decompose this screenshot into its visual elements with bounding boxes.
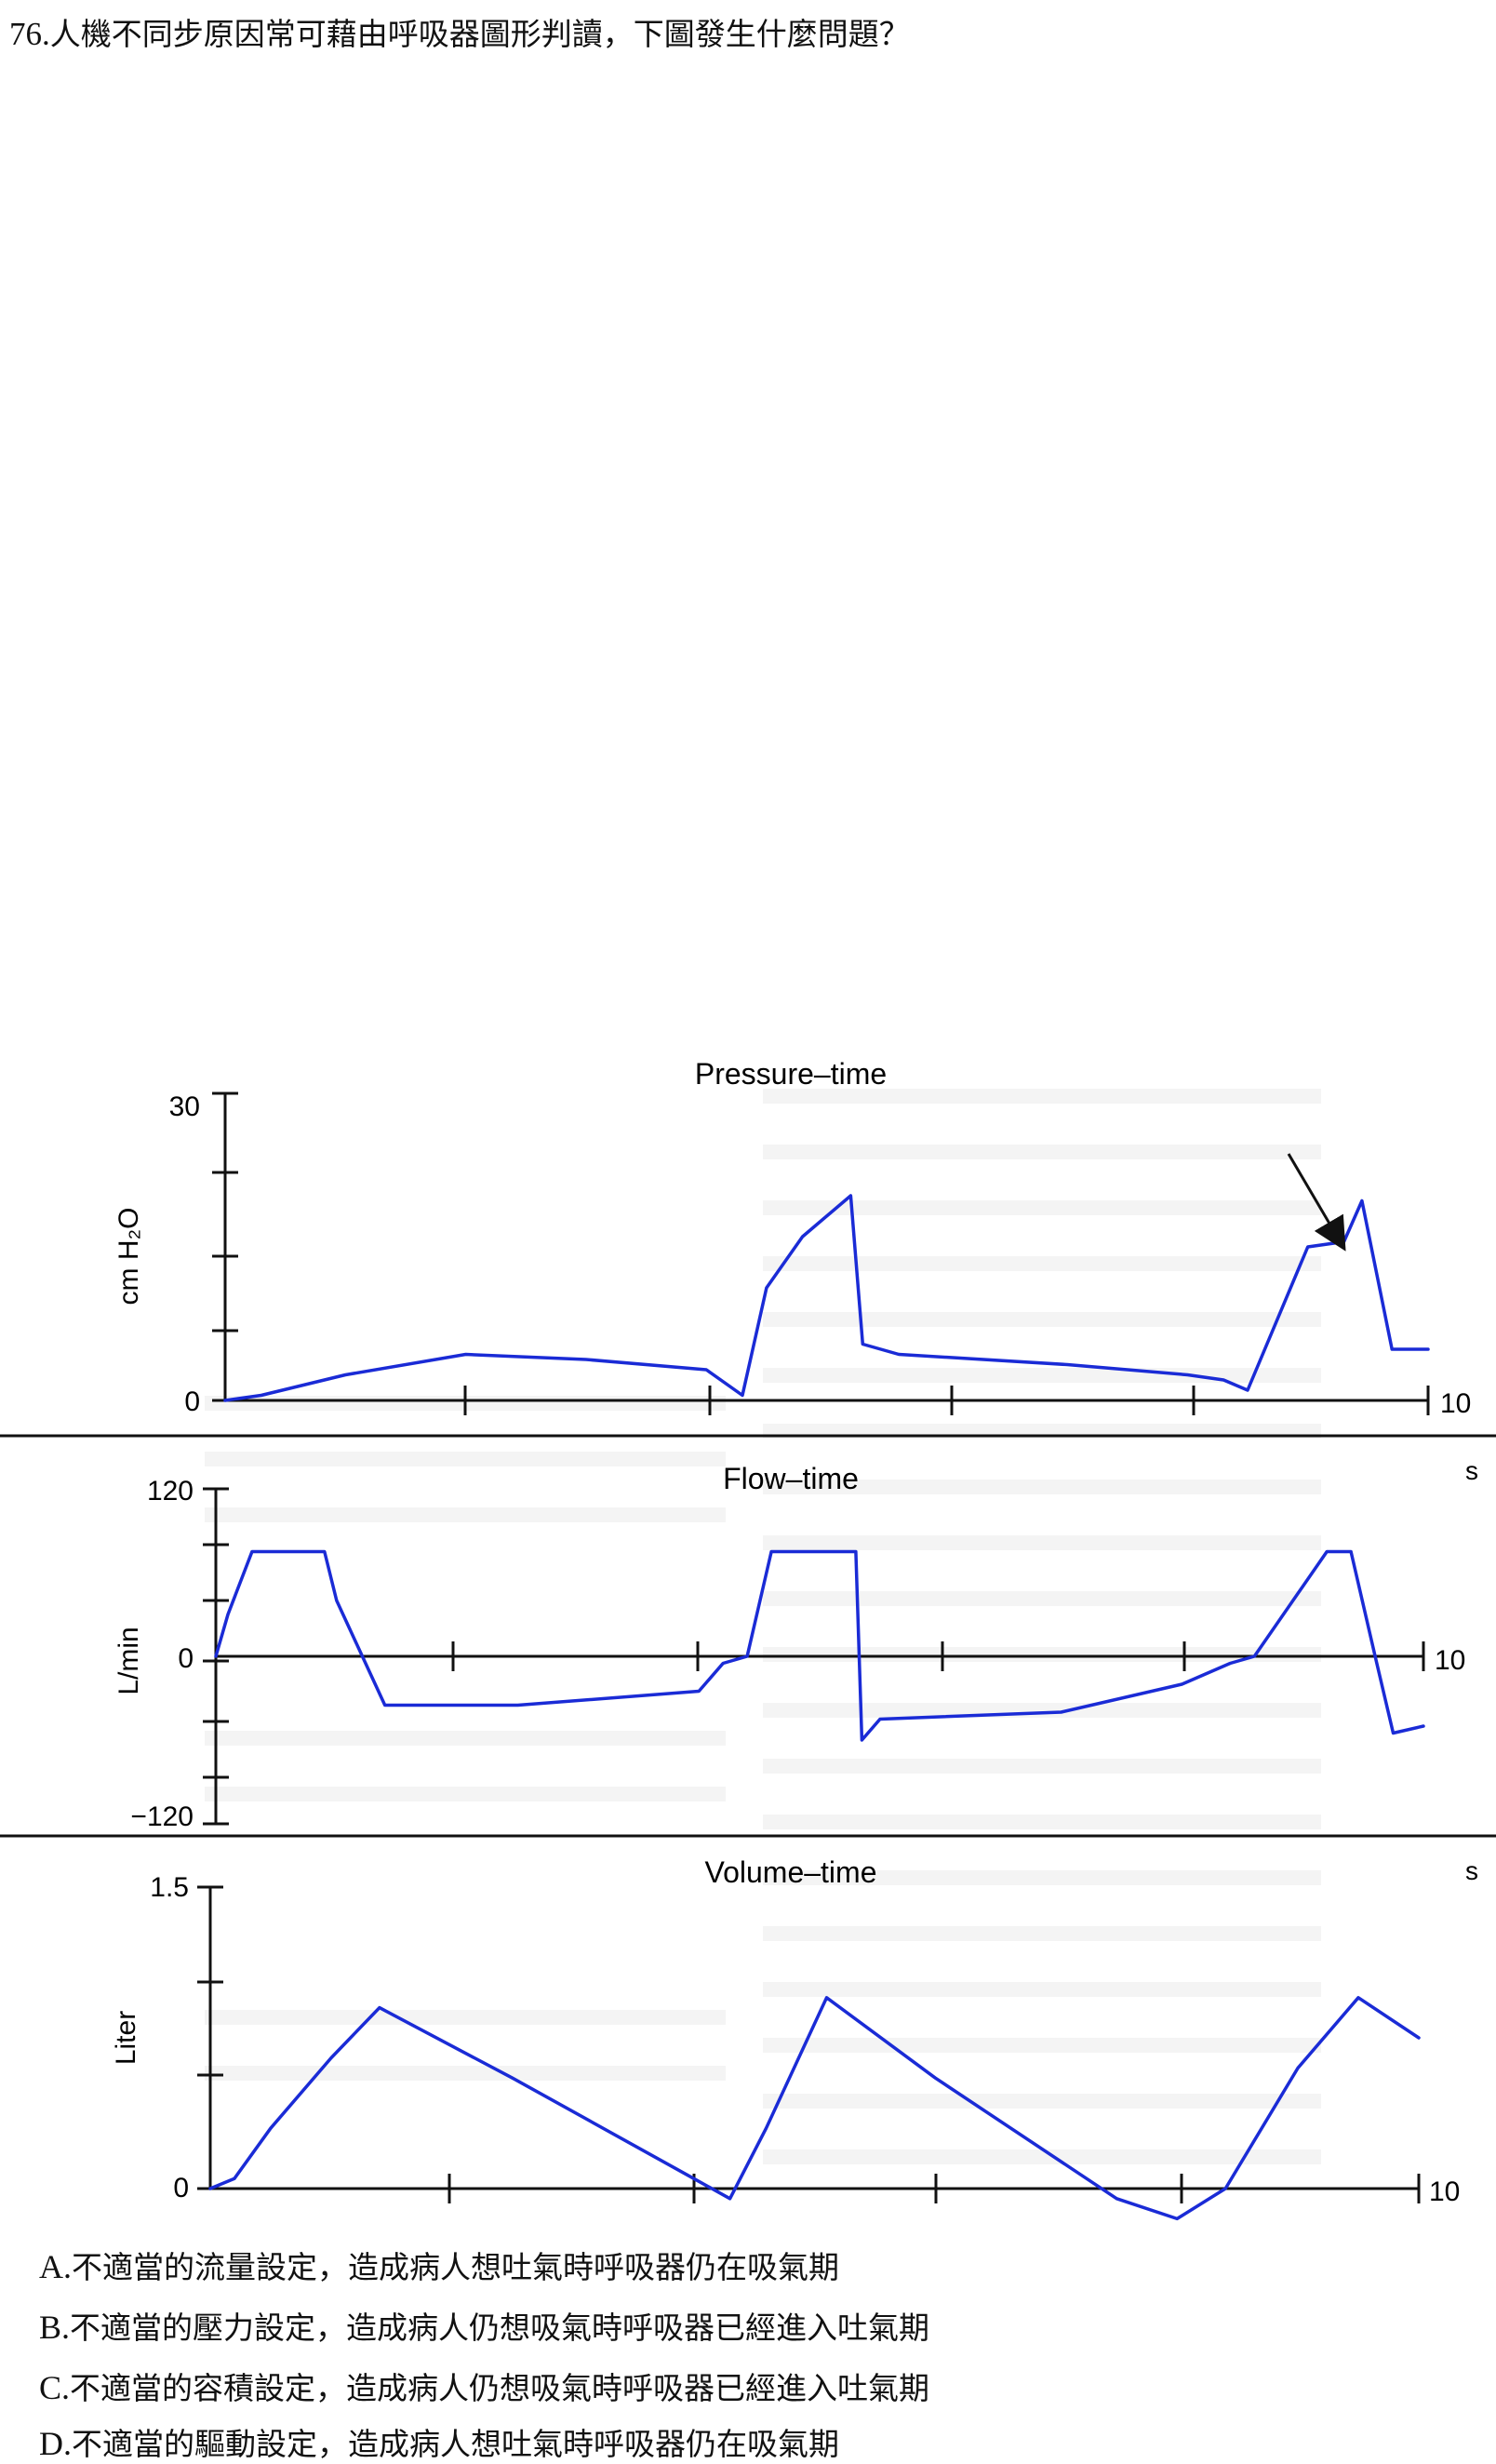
option-b-text: 不適當的壓力設定，造成病人仍想吸氣時呼吸器已經進入吐氣期 — [70, 2310, 930, 2346]
scan-ghost-line — [763, 1368, 1321, 1383]
scan-ghost-line — [763, 1815, 1321, 1829]
pressure-xend: 10 — [1440, 1388, 1471, 1419]
scan-ghost-line — [205, 2066, 726, 2081]
flow-title: Flow–time — [723, 1462, 859, 1495]
option-a[interactable]: A.不適當的流量設定，造成病人想吐氣時呼吸器仍在吸氣期 — [39, 2243, 839, 2287]
volume-ytick-top: 1.5 — [150, 1872, 189, 1903]
scan-ghost-line — [763, 1480, 1321, 1494]
trace-layer — [208, 1194, 1430, 2221]
question-text: 人機不同步原因常可藉由呼吸器圖形判讀，下圖發生什麼問題？ — [49, 16, 910, 52]
ventilator-waveform-figure: Pressure–time s 30 0 10 cm H₂O Flow–time… — [0, 1057, 1496, 2221]
scan-ghost-line — [763, 1089, 1321, 1104]
scan-ghost-line — [763, 1200, 1321, 1215]
scan-ghost-line — [763, 1870, 1321, 1885]
scan-ghost-line — [763, 1145, 1321, 1159]
pressure-panel: Pressure–time s 30 0 10 cm H₂O — [0, 1057, 1496, 1485]
pressure-title: Pressure–time — [695, 1057, 887, 1091]
option-d-text: 不適當的驅動設定，造成病人想吐氣時呼吸器仍在吸氣期 — [72, 2426, 839, 2462]
option-b[interactable]: B.不適當的壓力設定，造成病人仍想吸氣時呼吸器已經進入吐氣期 — [39, 2303, 929, 2348]
option-d-letter: D. — [39, 2425, 72, 2462]
option-a-text: 不適當的流量設定，造成病人想吐氣時呼吸器仍在吸氣期 — [72, 2249, 839, 2285]
scan-ghost-line — [205, 2010, 726, 2025]
volume-panel: Volume–time 1.5 0 10 Liter — [111, 1855, 1460, 2207]
volume-title: Volume–time — [705, 1855, 877, 1889]
option-d[interactable]: D.不適當的驅動設定，造成病人想吐氣時呼吸器仍在吸氣期 — [39, 2419, 839, 2464]
flow-panel: Flow–time s 120 0 −120 10 L/min — [0, 1462, 1496, 1885]
scan-ghost-line — [763, 1703, 1321, 1718]
flow-unit: s — [1465, 1856, 1478, 1885]
option-c[interactable]: C.不適當的容積設定，造成病人仍想吸氣時呼吸器已經進入吐氣期 — [39, 2364, 929, 2408]
scan-ghost-line — [205, 1452, 726, 1466]
scan-ghost-line — [763, 1647, 1321, 1662]
option-c-letter: C. — [39, 2369, 71, 2406]
annotation-arrow — [1287, 1153, 1346, 1252]
scan-ghost-line — [763, 1591, 1321, 1606]
scan-ghost-line — [763, 1256, 1321, 1271]
flow-ytick-zero: 0 — [178, 1643, 194, 1674]
scan-ghost-line — [763, 2149, 1321, 2164]
question: 76.人機不同步原因常可藉由呼吸器圖形判讀，下圖發生什麼問題？ — [9, 9, 910, 54]
question-number: 76. — [9, 16, 50, 52]
scan-ghost-line — [763, 1759, 1321, 1774]
option-b-letter: B. — [39, 2309, 71, 2346]
volume-trace — [208, 1996, 1421, 2221]
pressure-trace — [223, 1194, 1430, 1402]
volume-xend: 10 — [1429, 2176, 1460, 2207]
scan-ghost-line — [763, 1312, 1321, 1327]
scan-ghost-line — [763, 1535, 1321, 1550]
flow-ylabel: L/min — [114, 1627, 144, 1694]
option-a-letter: A. — [39, 2248, 72, 2285]
axes-layer — [197, 1091, 1430, 2203]
pressure-ytick-top: 30 — [169, 1091, 200, 1122]
scan-ghost-line — [205, 1787, 726, 1801]
scan-ghost-line — [205, 1507, 726, 1522]
pressure-unit: s — [1465, 1456, 1478, 1485]
flow-trace — [214, 1549, 1425, 1742]
volume-ytick-zero: 0 — [173, 2173, 189, 2203]
scan-ghost-line — [763, 2038, 1321, 2053]
volume-ylabel: Liter — [111, 2011, 141, 2065]
scan-ghost-line — [763, 1926, 1321, 1941]
pressure-ylabel: cm H₂O — [114, 1208, 144, 1306]
flow-xend: 10 — [1435, 1645, 1465, 1676]
flow-ytick-bottom: −120 — [130, 1801, 194, 1832]
scan-ghost-line — [763, 1982, 1321, 1997]
pressure-ytick-zero: 0 — [184, 1386, 200, 1417]
flow-ytick-top: 120 — [147, 1476, 194, 1507]
scan-ghost-line — [205, 1731, 726, 1746]
option-c-text: 不適當的容積設定，造成病人仍想吸氣時呼吸器已經進入吐氣期 — [70, 2370, 930, 2406]
scan-ghost-line — [763, 2094, 1321, 2109]
